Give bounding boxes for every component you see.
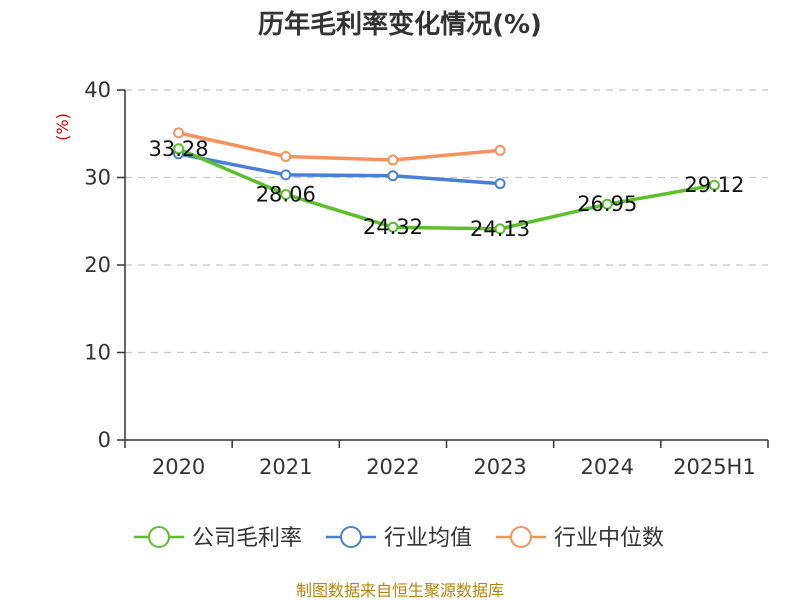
series-group [173, 127, 720, 235]
y-tick-label-40: 40 [84, 78, 111, 102]
data-label-2: 24.32 [363, 215, 423, 239]
data-label-0: 33.28 [149, 137, 209, 161]
data-label-5: 29.12 [684, 173, 744, 197]
data-label-4: 26.95 [577, 192, 637, 216]
legend-item-1: 行业均值 [326, 526, 472, 551]
y-tick-label-0: 0 [98, 428, 111, 452]
point-2-3 [494, 144, 506, 156]
series-0 [173, 143, 720, 235]
series-line-2 [176, 131, 502, 162]
series-line-0 [176, 147, 717, 231]
legend-item-2: 行业中位数 [496, 526, 664, 551]
grid-lines [125, 89, 768, 354]
x-tick-labels: 2020 2021 2022 2023 2024 2025H1 [152, 455, 756, 479]
point-0-1 [280, 188, 292, 200]
x-tick-label-2021: 2021 [259, 455, 312, 479]
point-0-3 [494, 223, 506, 235]
legend-marker-0 [148, 526, 170, 548]
y-axis-label: (%) [53, 113, 72, 141]
x-tick-label-2022: 2022 [366, 455, 419, 479]
source-note: 制图数据来自恒生聚源数据库 [296, 581, 504, 600]
point-0-2 [387, 221, 399, 233]
data-label-1: 28.06 [256, 182, 316, 206]
legend-marker-2 [510, 526, 532, 548]
x-tick-label-2024: 2024 [581, 455, 634, 479]
chart-title: 历年毛利率变化情况(%) [258, 9, 542, 40]
point-1-2 [387, 170, 399, 182]
x-tick-label-2023: 2023 [473, 455, 526, 479]
point-0-5 [708, 179, 720, 191]
axes [117, 89, 769, 448]
data-label-3: 24.13 [470, 217, 530, 241]
y-tick-labels: 0 10 20 30 40 [84, 78, 111, 452]
point-0-4 [601, 198, 613, 210]
point-1-3 [494, 178, 506, 190]
y-tick-label-10: 10 [84, 341, 111, 365]
data-labels: 33.28 28.06 24.32 24.13 26.95 29.12 [149, 137, 745, 241]
x-tick-label-2020: 2020 [152, 455, 205, 479]
legend-label-2: 行业中位数 [554, 526, 664, 551]
y-tick-label-30: 30 [84, 166, 111, 190]
legend-marker-1 [340, 526, 362, 548]
point-2-1 [280, 151, 292, 162]
point-2-0 [173, 127, 185, 139]
point-2-2 [387, 154, 399, 166]
point-0-0 [173, 143, 185, 155]
legend: 公司毛利率 行业均值 行业中位数 [134, 526, 664, 551]
legend-item-0: 公司毛利率 [134, 526, 302, 551]
legend-label-1: 行业均值 [384, 526, 472, 551]
series-2 [173, 127, 506, 166]
legend-label-0: 公司毛利率 [192, 526, 302, 551]
y-tick-label-20: 20 [84, 253, 111, 277]
series-line-1 [176, 152, 502, 186]
point-1-1 [280, 169, 292, 181]
series-1 [173, 148, 506, 190]
x-tick-label-2025H1: 2025H1 [673, 455, 756, 479]
